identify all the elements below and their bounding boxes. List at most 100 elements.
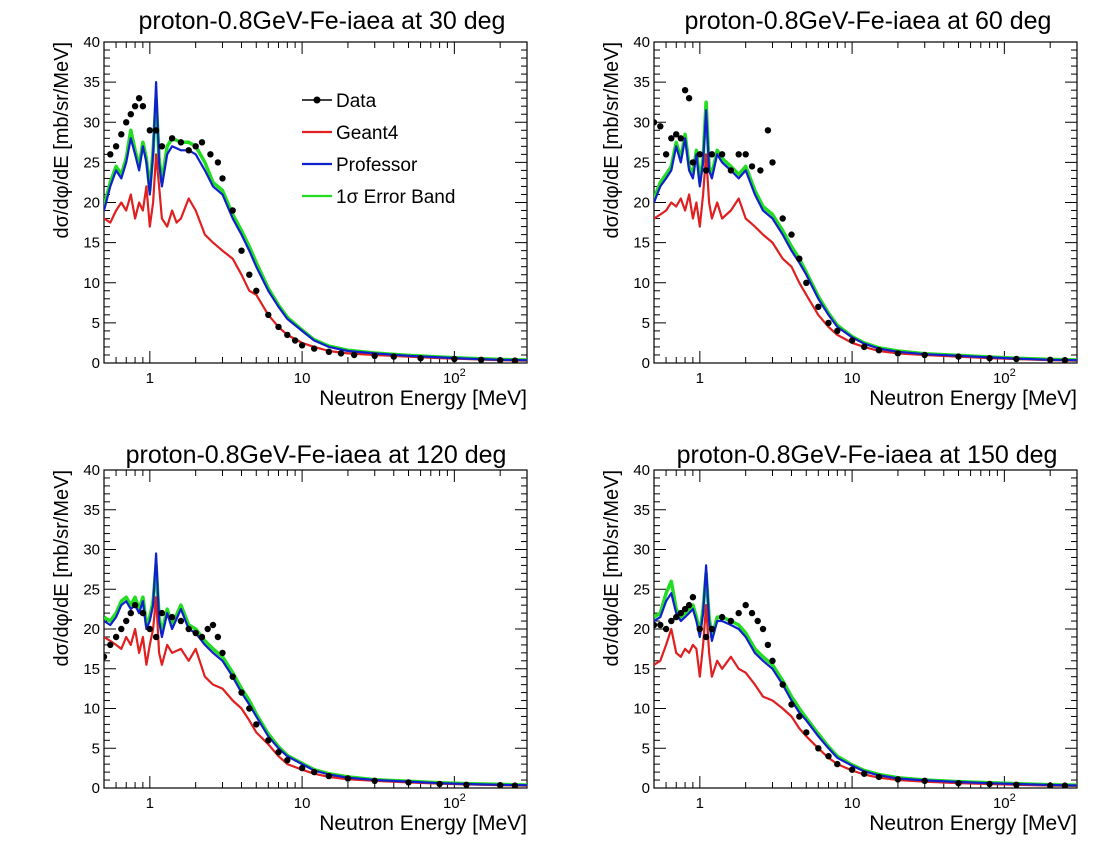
x-axis-label: Neutron Energy [MeV] <box>319 812 527 835</box>
data-point <box>291 337 299 344</box>
data-point <box>246 705 253 712</box>
data-point <box>894 776 902 783</box>
data-point <box>284 757 291 764</box>
data-point <box>298 764 306 772</box>
y-tick-label: 40 <box>83 34 100 51</box>
y-tick-label: 35 <box>83 502 100 519</box>
x-tick-exponent: 2 <box>1010 367 1016 379</box>
data-point <box>1061 357 1069 363</box>
y-tick-label: 5 <box>92 740 100 757</box>
data-point <box>718 151 726 158</box>
y-tick-label: 30 <box>633 542 650 559</box>
y-tick-label: 25 <box>633 581 650 598</box>
data-point <box>325 772 333 780</box>
x-axis-label: Neutron Energy [MeV] <box>869 387 1077 410</box>
data-point <box>654 621 658 629</box>
y-axis-label: dσ/dφ/dE [mb/sr/MeV] <box>51 470 73 666</box>
x-tick-label: 102 <box>993 367 1016 387</box>
chart-title: proton-0.8GeV-Fe-iaea at 120 deg <box>126 441 507 469</box>
y-tick-label: 10 <box>633 701 650 718</box>
data-point <box>451 355 458 363</box>
x-tick-label: 1 <box>146 370 154 387</box>
data-point <box>673 613 680 621</box>
data-point <box>1061 782 1069 788</box>
data-point <box>246 271 253 278</box>
data-point <box>158 609 166 617</box>
data-point <box>127 111 134 118</box>
y-tick-label: 15 <box>83 661 100 678</box>
data-point <box>769 657 776 664</box>
plot-area <box>104 552 527 788</box>
data-point <box>214 159 222 166</box>
data-point <box>685 95 693 102</box>
data-point <box>118 131 125 138</box>
data-point <box>275 749 282 756</box>
legend: Data Geant4 Professor 1σ Error Band <box>302 91 455 208</box>
data-point <box>168 135 176 142</box>
legend-item-1-error-band: 1σ Error Band <box>302 187 455 208</box>
data-point <box>788 231 795 238</box>
data-point <box>229 207 236 214</box>
data-point <box>219 175 226 182</box>
chart-title: proton-0.8GeV-Fe-iaea at 30 deg <box>139 7 506 35</box>
data-point <box>371 352 378 359</box>
series-line-professor <box>104 80 527 362</box>
data-point <box>123 119 130 126</box>
data-point <box>1047 782 1054 788</box>
y-tick-label: 0 <box>642 780 650 797</box>
series-line-1-error-band <box>104 563 527 787</box>
data-point <box>757 167 764 174</box>
y-tick-label: 40 <box>633 462 650 479</box>
data-point <box>803 729 810 736</box>
series-line-geant4 <box>654 603 1077 787</box>
data-point <box>662 151 670 158</box>
y-axis-label: dσ/dφ/dE [mb/sr/MeV] <box>601 42 623 238</box>
y-tick-label: 20 <box>633 621 650 638</box>
data-point <box>127 609 134 617</box>
data-point <box>497 782 504 788</box>
data-point <box>207 151 214 158</box>
legend-label: Geant4 <box>336 123 399 144</box>
data-point <box>848 337 856 344</box>
y-axis-label: dσ/dφ/dE [mb/sr/MeV] <box>51 42 73 238</box>
chart-panel-1: proton-0.8GeV-Fe-iaea at 30 deg 0 5 10 15 20 2… <box>51 7 528 410</box>
data-point <box>112 143 120 150</box>
data-point <box>742 151 749 158</box>
x-tick-exponent: 2 <box>1010 792 1016 804</box>
data-point <box>253 721 260 728</box>
data-point <box>696 151 703 158</box>
data-point <box>118 625 125 633</box>
data-point <box>754 617 761 625</box>
y-tick-label: 0 <box>642 355 650 372</box>
data-point <box>654 119 658 126</box>
y-tick-label: 20 <box>633 195 650 212</box>
data-point <box>463 781 470 788</box>
data-point <box>284 331 291 339</box>
data-point <box>177 139 185 146</box>
data-point <box>742 601 749 609</box>
data-point <box>657 621 664 629</box>
data-point <box>177 617 185 625</box>
data-point <box>735 609 742 617</box>
data-point <box>673 131 680 138</box>
data-point <box>662 625 670 633</box>
legend-label: Data <box>336 91 377 112</box>
y-tick-label: 35 <box>633 74 650 91</box>
data-point <box>921 351 928 359</box>
series-line-professor <box>104 552 527 787</box>
y-tick-label: 30 <box>83 542 100 559</box>
x-tick-label: 1 <box>146 795 154 812</box>
data-point <box>123 617 130 625</box>
data-point <box>511 782 519 788</box>
data-point <box>104 653 108 660</box>
data-point <box>702 167 710 174</box>
y-tick-label: 10 <box>83 275 100 292</box>
y-tick-label: 15 <box>633 661 650 678</box>
x-axis-label: Neutron Energy [MeV] <box>319 387 527 410</box>
legend-label: Professor <box>336 155 418 176</box>
data-point <box>689 159 697 166</box>
legend-marker <box>313 96 321 104</box>
data-point <box>986 355 993 362</box>
data-point <box>209 621 217 629</box>
y-tick-label: 0 <box>92 355 100 372</box>
